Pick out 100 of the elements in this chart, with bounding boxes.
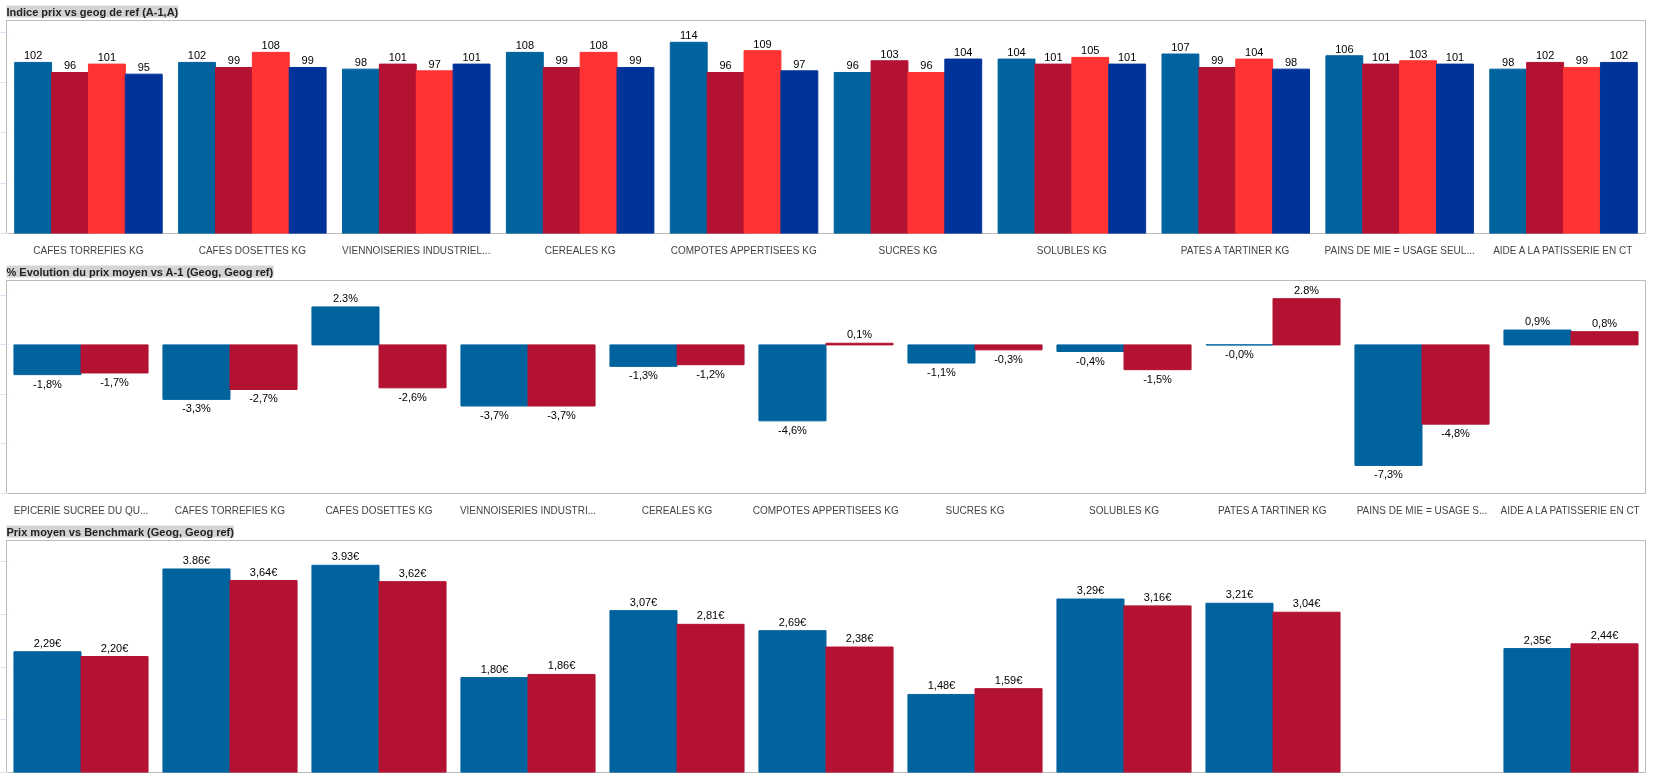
- data-label: 101: [1445, 51, 1465, 64]
- data-label: 98: [354, 56, 368, 69]
- bar: [452, 63, 491, 234]
- x-tick-label: EPICERIE SUCREE DU QU...: [13, 504, 149, 516]
- data-label: -2,6%: [398, 390, 428, 403]
- bar: [162, 344, 231, 400]
- data-label: 101: [1044, 51, 1063, 64]
- x-tick-label: PATES A TARTINER KG: [1218, 504, 1327, 516]
- bar: [1503, 329, 1572, 346]
- bar: [527, 673, 596, 773]
- data-label: -0,0%: [1225, 347, 1255, 360]
- bar: [609, 344, 678, 367]
- data-label: -3,7%: [547, 408, 577, 421]
- bar: [1570, 331, 1639, 346]
- bar: [825, 646, 894, 773]
- bar: [341, 68, 380, 234]
- bar: [1034, 63, 1073, 234]
- bar: [1123, 605, 1192, 773]
- bar: [907, 693, 976, 773]
- data-label: -1,2%: [696, 367, 726, 380]
- bar: [669, 41, 708, 234]
- data-label: -1,7%: [100, 375, 130, 388]
- bar: [579, 51, 618, 234]
- bar: [214, 66, 253, 234]
- data-label: 102: [23, 49, 43, 62]
- data-label: -4,8%: [1441, 427, 1471, 440]
- bar: [80, 344, 149, 374]
- data-label: 1,48€: [927, 679, 956, 692]
- data-label: -3,7%: [480, 408, 510, 421]
- data-label: 3,64€: [249, 565, 278, 578]
- chart-title: Indice prix vs geog de ref (A-1,A): [6, 5, 179, 18]
- data-label: -7,3%: [1374, 468, 1404, 481]
- bar: [1503, 648, 1572, 773]
- data-label: 2,44€: [1590, 628, 1619, 641]
- data-label: 3,29€: [1076, 584, 1105, 597]
- bar: [1272, 611, 1341, 773]
- bar: [1325, 55, 1364, 234]
- bar: [14, 61, 53, 234]
- data-label: 3,21€: [1225, 588, 1254, 601]
- data-label: 98: [1284, 56, 1298, 69]
- data-label: 3,07€: [629, 595, 658, 608]
- data-label: 99: [1575, 54, 1589, 67]
- x-tick-label: SUCRES KG: [945, 504, 1005, 516]
- bar: [378, 63, 417, 234]
- bar: [124, 73, 163, 234]
- data-label: -3,3%: [182, 402, 212, 415]
- bar: [251, 51, 290, 234]
- bar: [80, 656, 149, 773]
- bar: [1421, 344, 1490, 425]
- data-label: 3.93€: [331, 550, 360, 563]
- data-label: 99: [629, 54, 642, 67]
- bar: [460, 344, 529, 407]
- bar: [229, 580, 298, 773]
- data-label: -2,7%: [249, 392, 279, 405]
- bar: [758, 344, 827, 422]
- bar: [907, 344, 976, 364]
- bar: [974, 688, 1043, 773]
- data-label: 106: [1335, 42, 1354, 55]
- bar: [51, 71, 89, 234]
- x-tick-label: CAFES DOSETTES KG: [325, 504, 433, 516]
- data-label: 99: [1211, 54, 1224, 67]
- data-label: 3,62€: [398, 566, 427, 579]
- bar: [1354, 344, 1423, 466]
- x-tick-label: CAFES TORREFIES KG: [33, 244, 144, 256]
- data-label: 3,16€: [1143, 590, 1172, 603]
- bar: [758, 630, 827, 773]
- bar: [229, 344, 298, 390]
- data-label: 1,86€: [547, 659, 576, 672]
- data-label: 102: [187, 49, 207, 62]
- data-label: 104: [954, 46, 973, 59]
- bar: [743, 50, 782, 234]
- bar: [1123, 344, 1192, 371]
- bar: [178, 61, 216, 234]
- bar: [542, 66, 581, 234]
- data-label: 101: [97, 51, 117, 64]
- bar: [288, 66, 327, 234]
- data-label: 0,9%: [1524, 315, 1551, 328]
- data-label: 108: [515, 39, 535, 52]
- data-label: 96: [920, 59, 933, 72]
- x-tick-label: PATES A TARTINER KG: [1180, 244, 1290, 256]
- data-label: 101: [1117, 51, 1137, 64]
- chart-title: Prix moyen vs Benchmark (Geog, Geog ref): [6, 525, 235, 538]
- bar: [1570, 643, 1639, 773]
- x-tick-label: AIDE A LA PATISSERIE EN CT: [1493, 244, 1633, 256]
- bar: [415, 70, 454, 234]
- bar: [378, 581, 447, 773]
- bar: [907, 71, 946, 234]
- bar: [944, 58, 983, 234]
- data-label: 102: [1535, 49, 1555, 62]
- data-label: 97: [428, 57, 441, 70]
- data-label: 103: [880, 47, 899, 60]
- data-label: 99: [227, 54, 241, 67]
- bar: [1526, 61, 1565, 234]
- bar: [1399, 60, 1438, 234]
- bar: [1599, 61, 1638, 234]
- bar: [1489, 68, 1528, 234]
- data-label: 102: [1609, 49, 1629, 62]
- data-label: 108: [261, 39, 280, 52]
- bar: [1071, 56, 1110, 234]
- data-label: 99: [555, 54, 568, 67]
